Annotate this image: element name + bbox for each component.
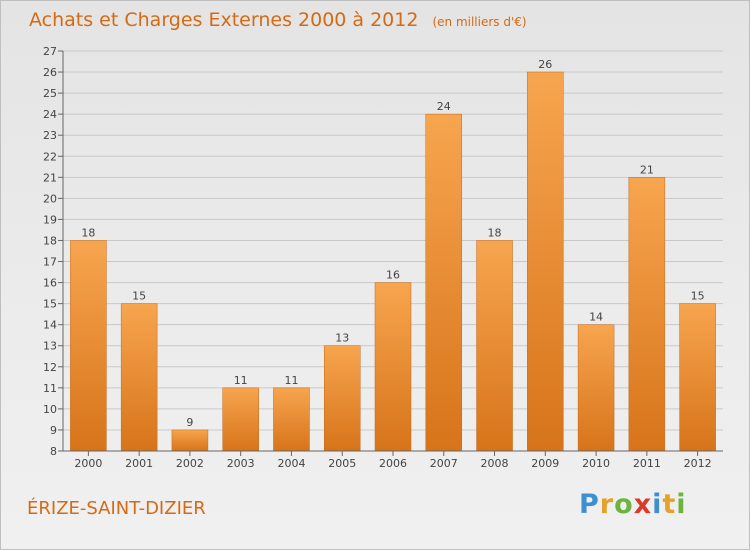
x-tick-label: 2003 — [227, 457, 255, 470]
y-tick-label: 22 — [43, 150, 57, 163]
x-tick-label: 2000 — [74, 457, 102, 470]
chart-title: Achats et Charges Externes 2000 à 2012 (e… — [29, 9, 527, 31]
y-tick-label: 21 — [43, 171, 57, 184]
y-tick-label: 15 — [43, 298, 57, 311]
bar-value-label: 24 — [437, 100, 451, 113]
logo-letter: P — [579, 489, 600, 520]
proxiti-logo: Proxiti — [579, 489, 687, 520]
y-tick-label: 9 — [50, 424, 57, 437]
x-tick-label: 2005 — [328, 457, 356, 470]
bar-value-label: 14 — [589, 311, 603, 324]
y-tick-label: 23 — [43, 129, 57, 142]
y-tick-label: 16 — [43, 277, 57, 290]
bar-value-label: 18 — [488, 226, 502, 239]
bar-value-label: 13 — [335, 332, 349, 345]
bar — [120, 303, 158, 452]
logo-letter: i — [676, 489, 687, 520]
chart-title-text: Achats et Charges Externes 2000 à 2012 — [29, 9, 419, 31]
x-tick-label: 2004 — [277, 457, 305, 470]
y-tick-label: 14 — [43, 319, 57, 332]
bar-value-label: 15 — [132, 290, 146, 303]
y-axis: 8 9 10 11 12 13 14 15 16 17 18 19 20 21 22 23 24 25 26 27 — [43, 45, 64, 458]
bar-value-label: 11 — [284, 374, 298, 387]
y-tick-label: 27 — [43, 45, 57, 58]
bars: 18 15 9 11 11 13 16 24 18 26 14 21 15 — [70, 58, 716, 452]
x-tick-label: 2010 — [582, 457, 610, 470]
y-tick-label: 17 — [43, 256, 57, 269]
logo-letter: o — [614, 489, 634, 520]
bar — [577, 324, 615, 452]
y-tick-label: 18 — [43, 234, 57, 247]
y-tick-label: 10 — [43, 403, 57, 416]
y-tick-label: 8 — [50, 445, 57, 458]
bar — [222, 387, 259, 452]
x-tick-label: 2008 — [481, 457, 509, 470]
bar — [70, 240, 107, 452]
y-tick-label: 12 — [43, 361, 57, 374]
y-tick-label: 26 — [43, 66, 57, 79]
x-tick-label: 2006 — [379, 457, 407, 470]
x-tick-label: 2012 — [684, 457, 712, 470]
chart-subtitle: (en milliers d'€) — [432, 15, 527, 29]
x-tick-label: 2011 — [633, 457, 661, 470]
bar — [425, 113, 463, 452]
bar — [171, 429, 209, 452]
bar — [374, 282, 412, 452]
bar-value-label: 15 — [691, 290, 705, 303]
logo-letter: r — [599, 489, 615, 520]
x-tick-label: 2009 — [531, 457, 559, 470]
bar-value-label: 9 — [186, 416, 193, 429]
logo-letter: x — [633, 489, 653, 520]
logo-letter: i — [652, 489, 663, 520]
y-tick-label: 25 — [43, 87, 57, 100]
commune-name: ÉRIZE-SAINT-DIZIER — [27, 498, 206, 519]
bar — [273, 387, 310, 452]
x-tick-label: 2001 — [125, 457, 153, 470]
y-tick-label: 11 — [43, 382, 57, 395]
bar-value-label: 11 — [234, 374, 248, 387]
bar-value-label: 16 — [386, 269, 400, 282]
bar — [323, 345, 361, 452]
y-tick-label: 19 — [43, 213, 57, 226]
bar — [628, 177, 666, 452]
y-tick-label: 13 — [43, 340, 57, 353]
bar-value-label: 26 — [538, 58, 552, 71]
y-tick-label: 20 — [43, 192, 57, 205]
x-tick-label: 2002 — [176, 457, 204, 470]
bar — [679, 303, 716, 452]
bar-value-label: 21 — [640, 163, 654, 176]
bar-value-label: 18 — [81, 226, 95, 239]
logo-letter: t — [662, 489, 677, 520]
bar — [476, 240, 513, 452]
bar — [527, 71, 564, 452]
x-axis: 2000 2001 2002 2003 2004 2005 2006 2007 2008 2009… — [63, 450, 723, 470]
y-tick-label: 24 — [43, 108, 57, 121]
x-tick-label: 2007 — [430, 457, 458, 470]
